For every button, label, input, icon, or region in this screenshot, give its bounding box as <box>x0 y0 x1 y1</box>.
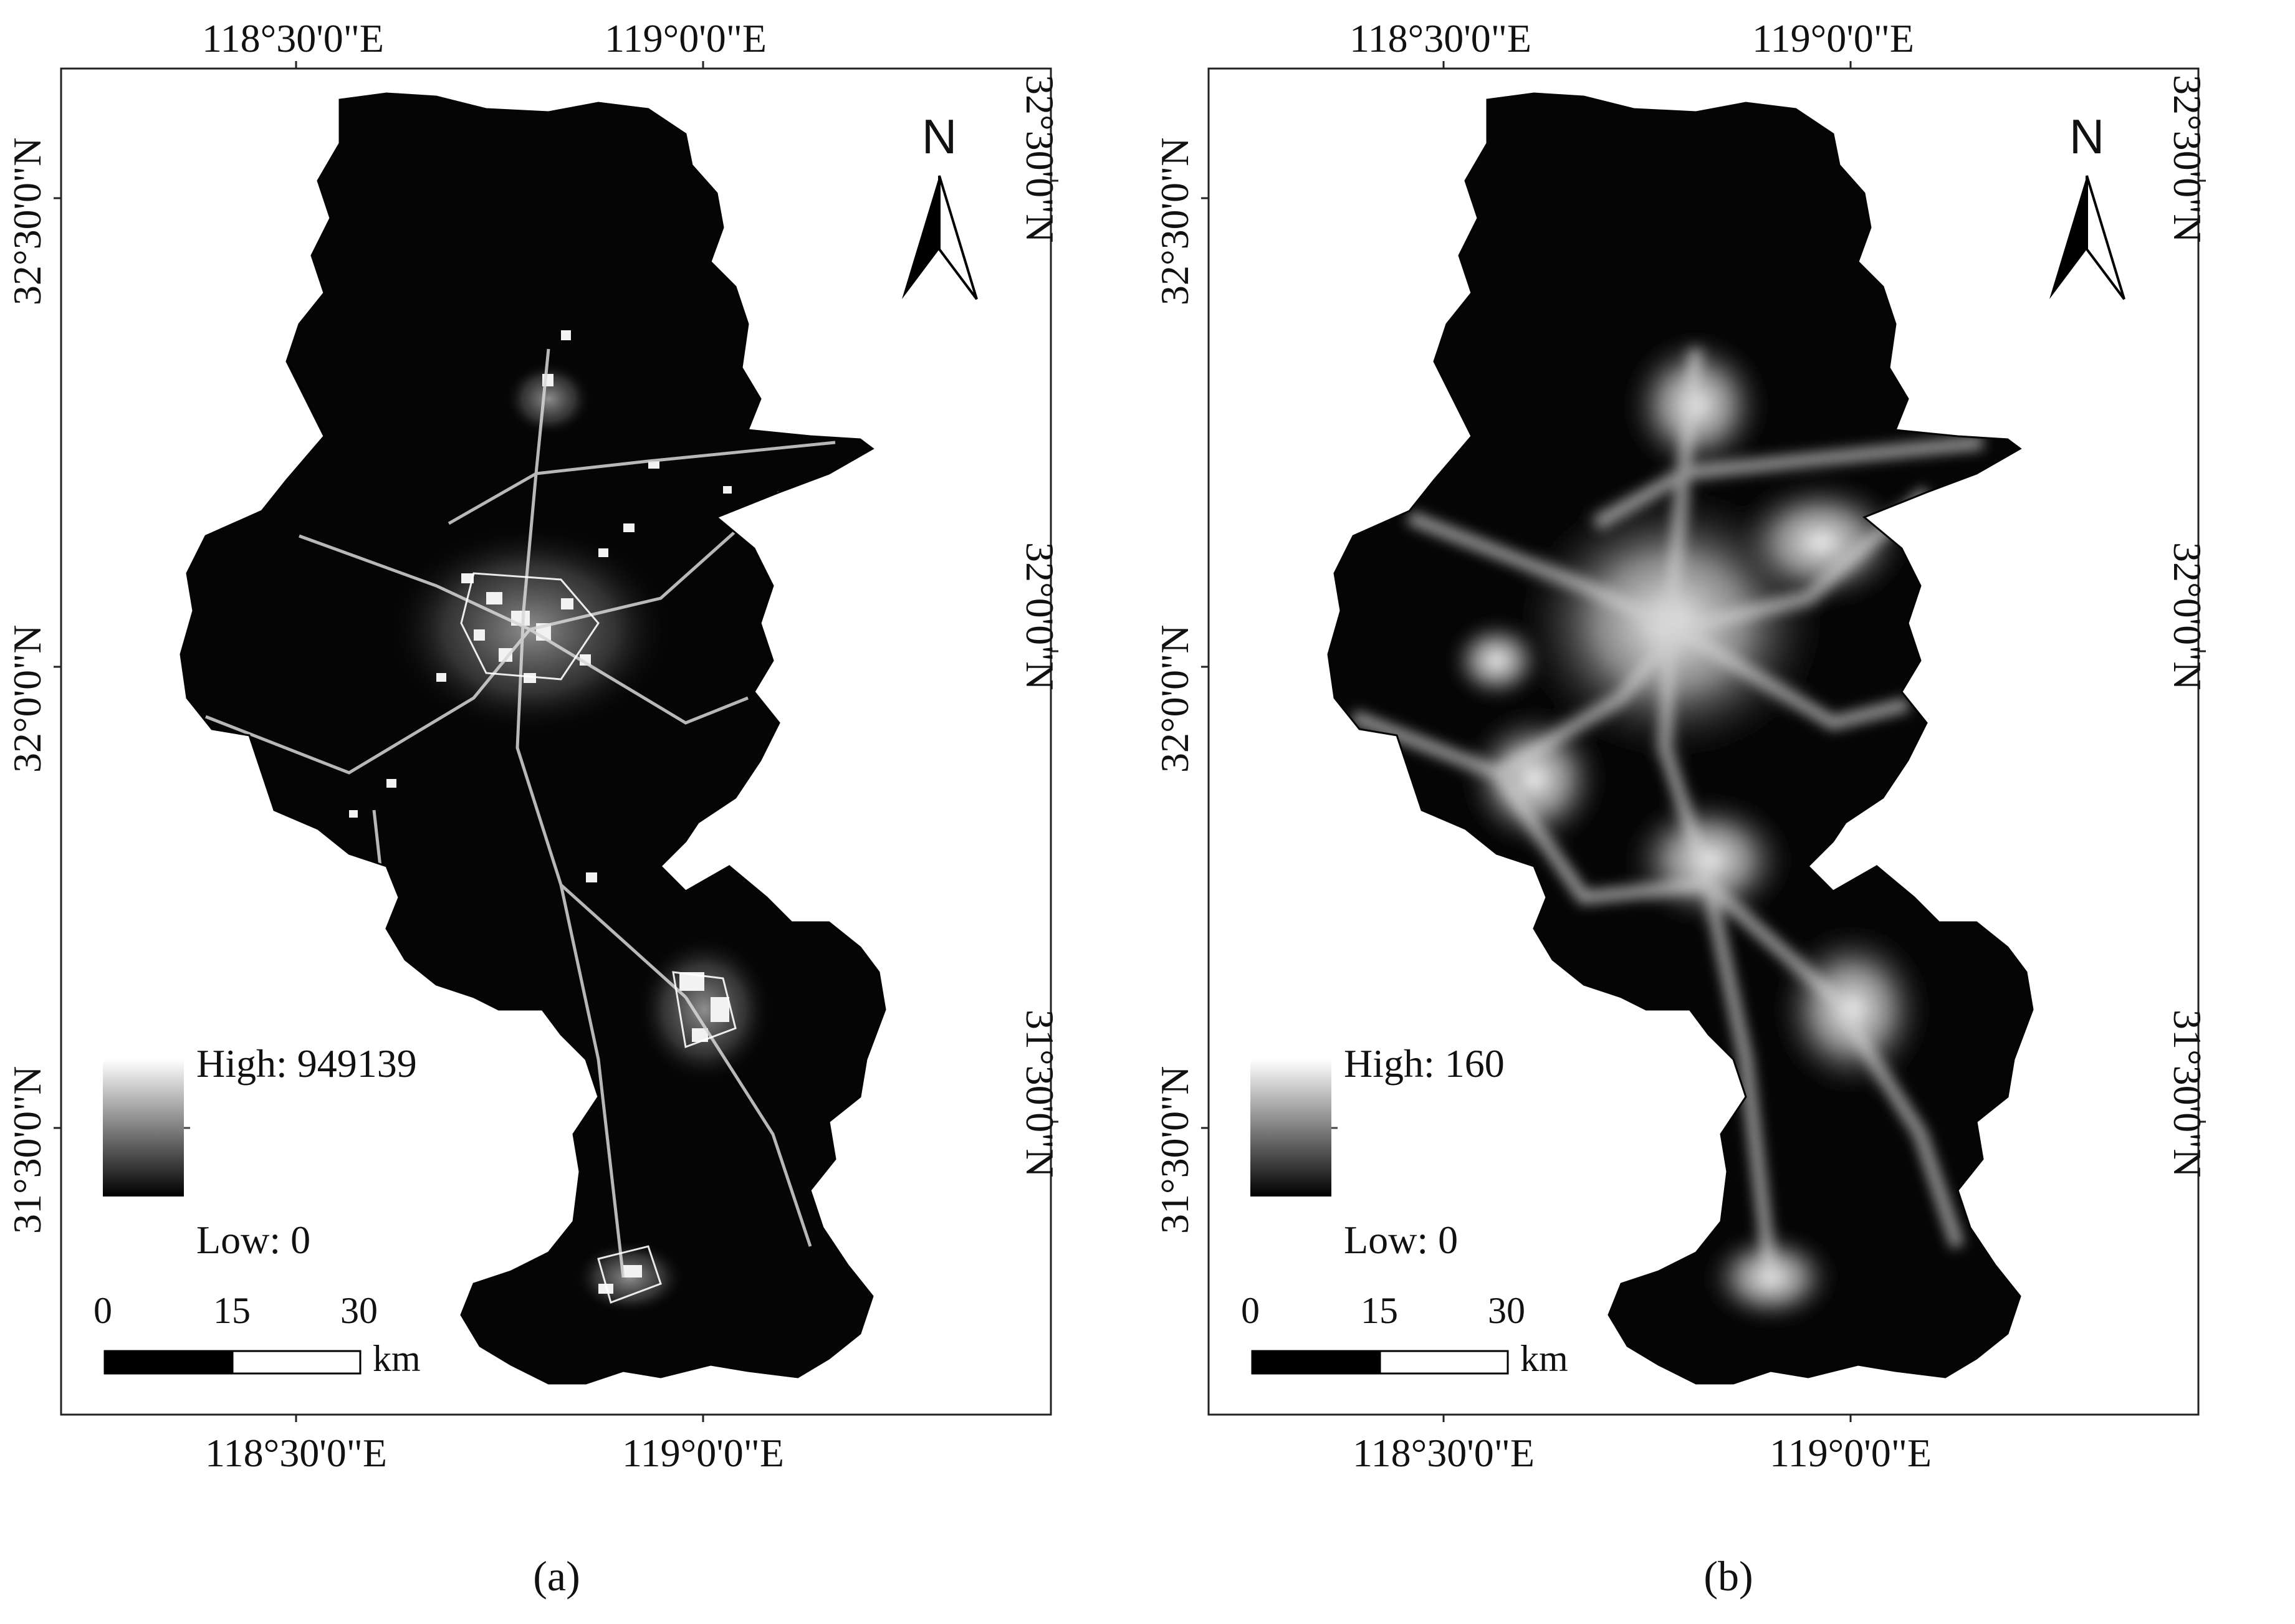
scale-tick-label: 15 <box>1361 1290 1398 1331</box>
panel-caption: (a) <box>533 1552 580 1600</box>
scale-bar <box>103 1350 362 1375</box>
lat-label-right: 32°0'0"N <box>1018 542 1062 690</box>
map-figure-a <box>54 61 1058 1422</box>
map-panel-a: 118°30'0"E 119°0'0"E 118°30'0"E 119°0'0"… <box>5 16 1062 1600</box>
lat-label-left: 32°0'0"N <box>1152 624 1197 773</box>
lon-label-bottom: 118°30'0"E <box>1353 1431 1535 1475</box>
lat-label-left: 32°30'0"N <box>1152 137 1197 305</box>
graticule-ticks <box>54 61 1058 1422</box>
lat-label-right: 32°0'0"N <box>2165 542 2210 690</box>
north-label: N <box>921 109 957 164</box>
legend-high-label: High: 160 <box>1344 1041 1505 1086</box>
scale-tick-label: 0 <box>93 1290 112 1331</box>
scale-tick-label: 15 <box>213 1290 251 1331</box>
scale-tick-label: 30 <box>340 1290 378 1331</box>
lat-label-left: 32°30'0"N <box>5 137 49 305</box>
lat-label-left: 31°30'0"N <box>1152 1066 1197 1234</box>
legend-low-label: Low: 0 <box>1344 1218 1459 1262</box>
lon-label-bottom: 119°0'0"E <box>1770 1431 1932 1475</box>
legend-low-label: Low: 0 <box>196 1218 311 1262</box>
scale-unit: km <box>373 1338 421 1379</box>
north-arrow <box>2049 175 2125 300</box>
legend-color-ramp <box>1250 1059 1331 1197</box>
north-arrow <box>902 175 978 300</box>
lon-label-top: 118°30'0"E <box>1349 16 1531 60</box>
legend-high-label: High: 949139 <box>196 1041 417 1086</box>
scale-bar <box>1251 1350 1509 1375</box>
north-label: N <box>2069 109 2105 164</box>
night-light-pattern <box>1350 330 1984 1327</box>
panel-caption: (b) <box>1703 1552 1753 1600</box>
scale-tick-label: 0 <box>1241 1290 1260 1331</box>
lon-label-bottom: 118°30'0"E <box>205 1431 387 1475</box>
scale-unit: km <box>1520 1338 1568 1379</box>
legend-color-ramp <box>103 1059 184 1197</box>
lat-label-right: 32°30'0"N <box>1018 75 1062 243</box>
lon-label-bottom: 119°0'0"E <box>622 1431 784 1475</box>
lon-label-top: 119°0'0"E <box>605 16 767 60</box>
lon-label-top: 118°30'0"E <box>202 16 384 60</box>
scale-tick-label: 30 <box>1488 1290 1525 1331</box>
graticule-ticks <box>1201 61 2206 1422</box>
lat-label-right: 31°30'0"N <box>2165 1010 2210 1178</box>
map-figure-b <box>1201 61 2206 1422</box>
lat-label-right: 31°30'0"N <box>1018 1010 1062 1178</box>
map-panel-b: 118°30'0"E 119°0'0"E 118°30'0"E 119°0'0"… <box>1148 0 2295 1624</box>
night-light-pattern <box>205 330 836 1315</box>
lon-label-top: 119°0'0"E <box>1752 16 1914 60</box>
lat-label-right: 32°30'0"N <box>2165 75 2210 243</box>
lat-label-left: 31°30'0"N <box>5 1066 49 1234</box>
lat-label-left: 32°0'0"N <box>5 624 49 773</box>
